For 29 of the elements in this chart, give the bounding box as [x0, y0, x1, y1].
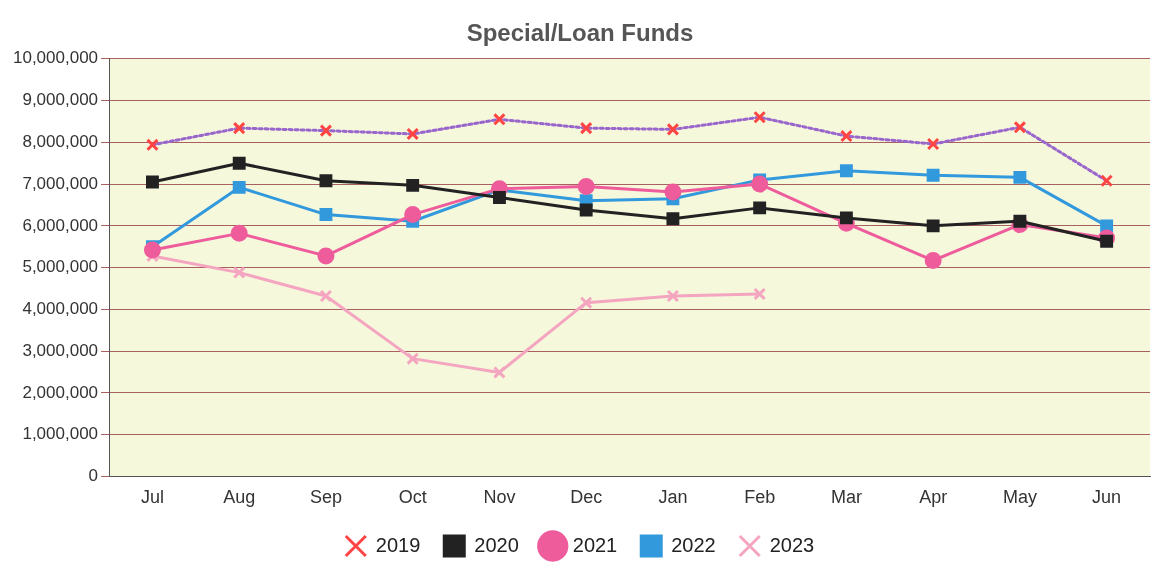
y-tick-label: 0 — [88, 466, 99, 486]
x-tick-label: Aug — [223, 487, 256, 508]
x-tick-label: Sep — [309, 487, 342, 508]
x-tick-label: Jun — [1092, 487, 1122, 508]
x-tick-label: Dec — [570, 487, 603, 508]
x-tick-label: May — [1002, 487, 1037, 508]
y-tick-label: 5,000,000 — [22, 257, 99, 277]
y-tick-label: 9,000,000 — [22, 90, 99, 110]
legend-label: 2019 — [375, 533, 421, 556]
legend-label: 2023 — [769, 533, 815, 556]
legend-label: 2022 — [671, 533, 716, 556]
x-tick-label: Feb — [744, 487, 776, 508]
chart-title: Special/Loan Funds — [466, 19, 694, 47]
y-tick-label: 6,000,000 — [22, 215, 99, 235]
x-tick-label: Nov — [483, 487, 516, 508]
y-tick-label: 3,000,000 — [22, 340, 99, 360]
x-tick-label: Oct — [398, 487, 427, 508]
y-tick-label: 8,000,000 — [22, 132, 99, 152]
legend-label: 2021 — [572, 533, 618, 556]
y-tick-label: 4,000,000 — [22, 299, 99, 319]
y-tick-label: 2,000,000 — [22, 382, 99, 402]
y-tick-label: 1,000,000 — [22, 424, 99, 444]
x-tick-label: Jul — [140, 487, 164, 508]
x-tick-label: Jan — [658, 487, 688, 508]
x-tick-label: Apr — [919, 487, 948, 508]
x-tick-label: Mar — [830, 487, 862, 508]
y-tick-label: 10,000,000 — [12, 48, 99, 68]
y-tick-label: 7,000,000 — [22, 173, 99, 193]
legend-label: 2020 — [474, 533, 519, 556]
